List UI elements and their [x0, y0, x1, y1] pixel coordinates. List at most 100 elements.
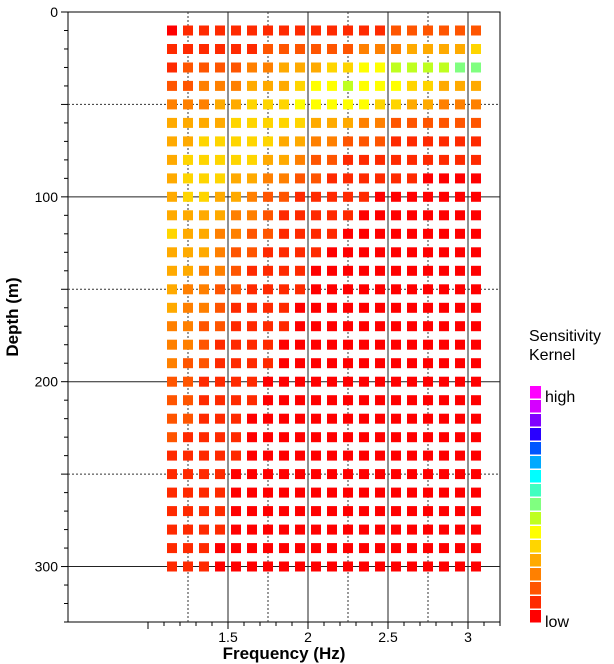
heatmap-cell: [407, 506, 417, 517]
heatmap-cell: [199, 450, 209, 461]
heatmap-cell: [295, 487, 305, 498]
heatmap-cell: [263, 469, 273, 480]
heatmap-cell: [231, 395, 241, 406]
heatmap-cell: [215, 561, 225, 572]
heatmap-cell: [279, 395, 289, 406]
heatmap-cell: [327, 506, 337, 517]
heatmap-cell: [327, 284, 337, 295]
heatmap-cell: [263, 376, 273, 387]
heatmap-cell: [263, 524, 273, 535]
heatmap-cell: [359, 524, 369, 535]
heatmap-cell: [231, 99, 241, 110]
x-tick-label: 2: [304, 629, 312, 645]
heatmap-cell: [263, 117, 273, 128]
heatmap-cell: [231, 191, 241, 202]
colorbar-title-line1: Sensitivity: [529, 328, 601, 345]
heatmap-cell: [375, 302, 385, 313]
heatmap-cell: [263, 154, 273, 165]
heatmap-cell: [215, 265, 225, 276]
heatmap-cell: [423, 376, 433, 387]
heatmap-cell: [391, 173, 401, 184]
heatmap-cell: [279, 469, 289, 480]
heatmap-cell: [423, 247, 433, 258]
colorbar-low-label: low: [545, 614, 569, 631]
heatmap-cell: [343, 339, 353, 350]
heatmap-cell: [295, 321, 305, 332]
heatmap-cell: [183, 136, 193, 147]
heatmap-cell: [423, 154, 433, 165]
heatmap-cell: [295, 450, 305, 461]
heatmap-cell: [263, 44, 273, 54]
heatmap-cell: [423, 321, 433, 332]
heatmap-cell: [183, 191, 193, 202]
heatmap-cell: [199, 506, 209, 517]
heatmap-cell: [295, 339, 305, 350]
heatmap-cell: [215, 154, 225, 165]
heatmap-cell: [183, 487, 193, 498]
heatmap-cell: [327, 524, 337, 535]
heatmap-cell: [391, 62, 401, 73]
heatmap-cell: [199, 173, 209, 184]
heatmap-cell: [311, 432, 321, 443]
heatmap-cell: [279, 154, 289, 165]
heatmap-cell: [359, 302, 369, 313]
heatmap-cell: [263, 413, 273, 424]
heatmap-cell: [215, 358, 225, 369]
heatmap-cell: [183, 117, 193, 128]
heatmap-cell: [375, 228, 385, 239]
heatmap-cell: [183, 524, 193, 535]
heatmap-cell: [199, 247, 209, 258]
heatmap-cell: [311, 376, 321, 387]
heatmap-cell: [471, 25, 481, 36]
heatmap-cell: [311, 395, 321, 406]
heatmap-cell: [279, 191, 289, 202]
heatmap-cell: [295, 469, 305, 480]
heatmap-cell: [231, 432, 241, 443]
heatmap-cell: [343, 265, 353, 276]
heatmap-cell: [199, 395, 209, 406]
heatmap-cell: [167, 284, 177, 295]
heatmap-cell: [455, 358, 465, 369]
heatmap-cell: [247, 284, 257, 295]
heatmap-cell: [343, 450, 353, 461]
heatmap-cell: [199, 339, 209, 350]
heatmap-cell: [167, 432, 177, 443]
heatmap-cell: [263, 432, 273, 443]
heatmap-cell: [247, 524, 257, 535]
heatmap-cell: [215, 284, 225, 295]
heatmap-cell: [247, 321, 257, 332]
heatmap-cell: [199, 117, 209, 128]
heatmap-cell: [311, 358, 321, 369]
heatmap-cell: [343, 117, 353, 128]
heatmap-cell: [231, 117, 241, 128]
heatmap-cell: [359, 265, 369, 276]
heatmap-cell: [327, 191, 337, 202]
heatmap-cell: [471, 80, 481, 91]
heatmap-cell: [263, 265, 273, 276]
heatmap-cell: [391, 358, 401, 369]
heatmap-cell: [439, 99, 449, 110]
heatmap-cell: [311, 25, 321, 36]
heatmap-cell: [423, 561, 433, 572]
heatmap-cell: [215, 44, 225, 54]
heatmap-cell: [407, 469, 417, 480]
heatmap-cell: [215, 376, 225, 387]
heatmap-cell: [247, 469, 257, 480]
heatmap-cell: [263, 25, 273, 36]
heatmap-cell: [455, 561, 465, 572]
heatmap-cell: [263, 321, 273, 332]
heatmap-cell: [247, 413, 257, 424]
heatmap-cell: [263, 99, 273, 110]
heatmap-cell: [391, 524, 401, 535]
heatmap-cell: [391, 487, 401, 498]
heatmap-cell: [455, 80, 465, 91]
heatmap-cell: [439, 136, 449, 147]
heatmap-cell: [231, 173, 241, 184]
heatmap-cell: [439, 62, 449, 73]
heatmap-cell: [391, 210, 401, 221]
heatmap-cell: [279, 432, 289, 443]
heatmap-cell: [359, 284, 369, 295]
heatmap-cell: [343, 136, 353, 147]
heatmap-cell: [263, 228, 273, 239]
heatmap-cell: [375, 265, 385, 276]
